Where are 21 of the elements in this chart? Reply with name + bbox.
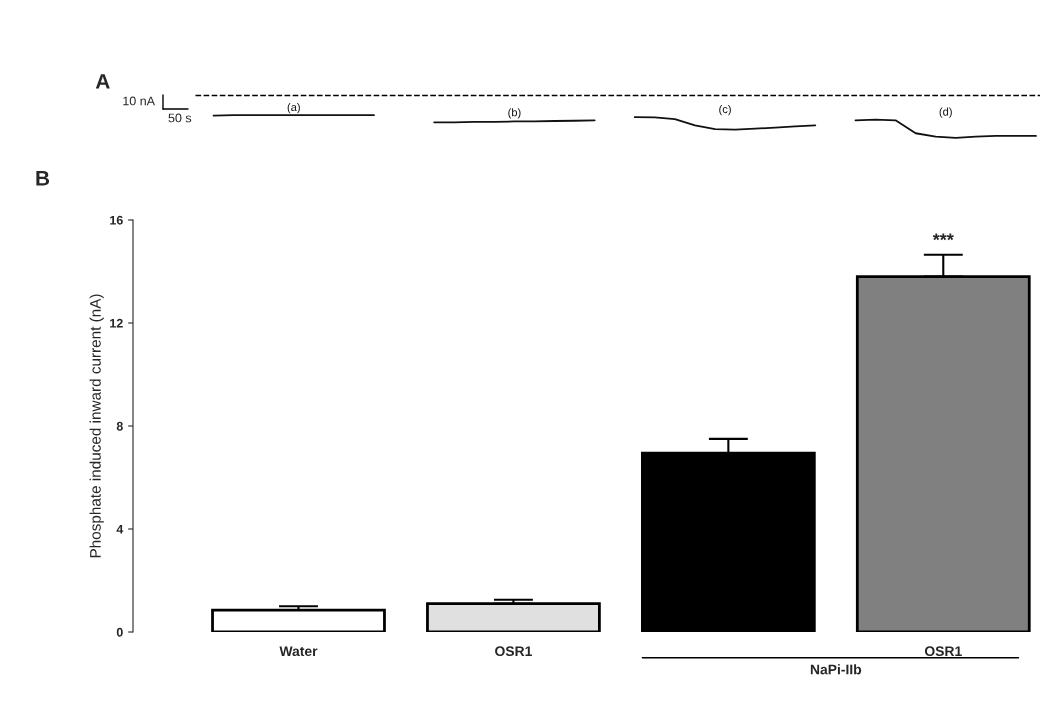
y-tick-label: 8 [116, 421, 123, 431]
series-label: (c) [719, 104, 731, 116]
series-label: (b) [508, 108, 521, 119]
series-label: (d) [939, 107, 952, 118]
y-tick-label: 0 [116, 627, 123, 637]
chart-title: B [36, 171, 50, 186]
x-tick-label: OSR1 [495, 646, 532, 657]
bar [426, 602, 601, 632]
x-tick-label: OSR1 [924, 646, 962, 657]
y-tick-label: 12 [110, 318, 123, 328]
series-label: (a) [287, 102, 300, 114]
text: 10 nA [123, 96, 155, 106]
bar [211, 608, 386, 632]
annotation: *** [932, 233, 954, 241]
text: NaPi-IIb [810, 664, 862, 675]
text: 50 s [168, 113, 192, 123]
chart-title: A [95, 74, 110, 89]
y-axis-title: Phosphate induced inward current (nA) [89, 294, 104, 558]
y-tick-label: 4 [116, 524, 124, 534]
y-tick-label: 16 [110, 215, 123, 225]
x-tick-label: Water [279, 646, 318, 657]
